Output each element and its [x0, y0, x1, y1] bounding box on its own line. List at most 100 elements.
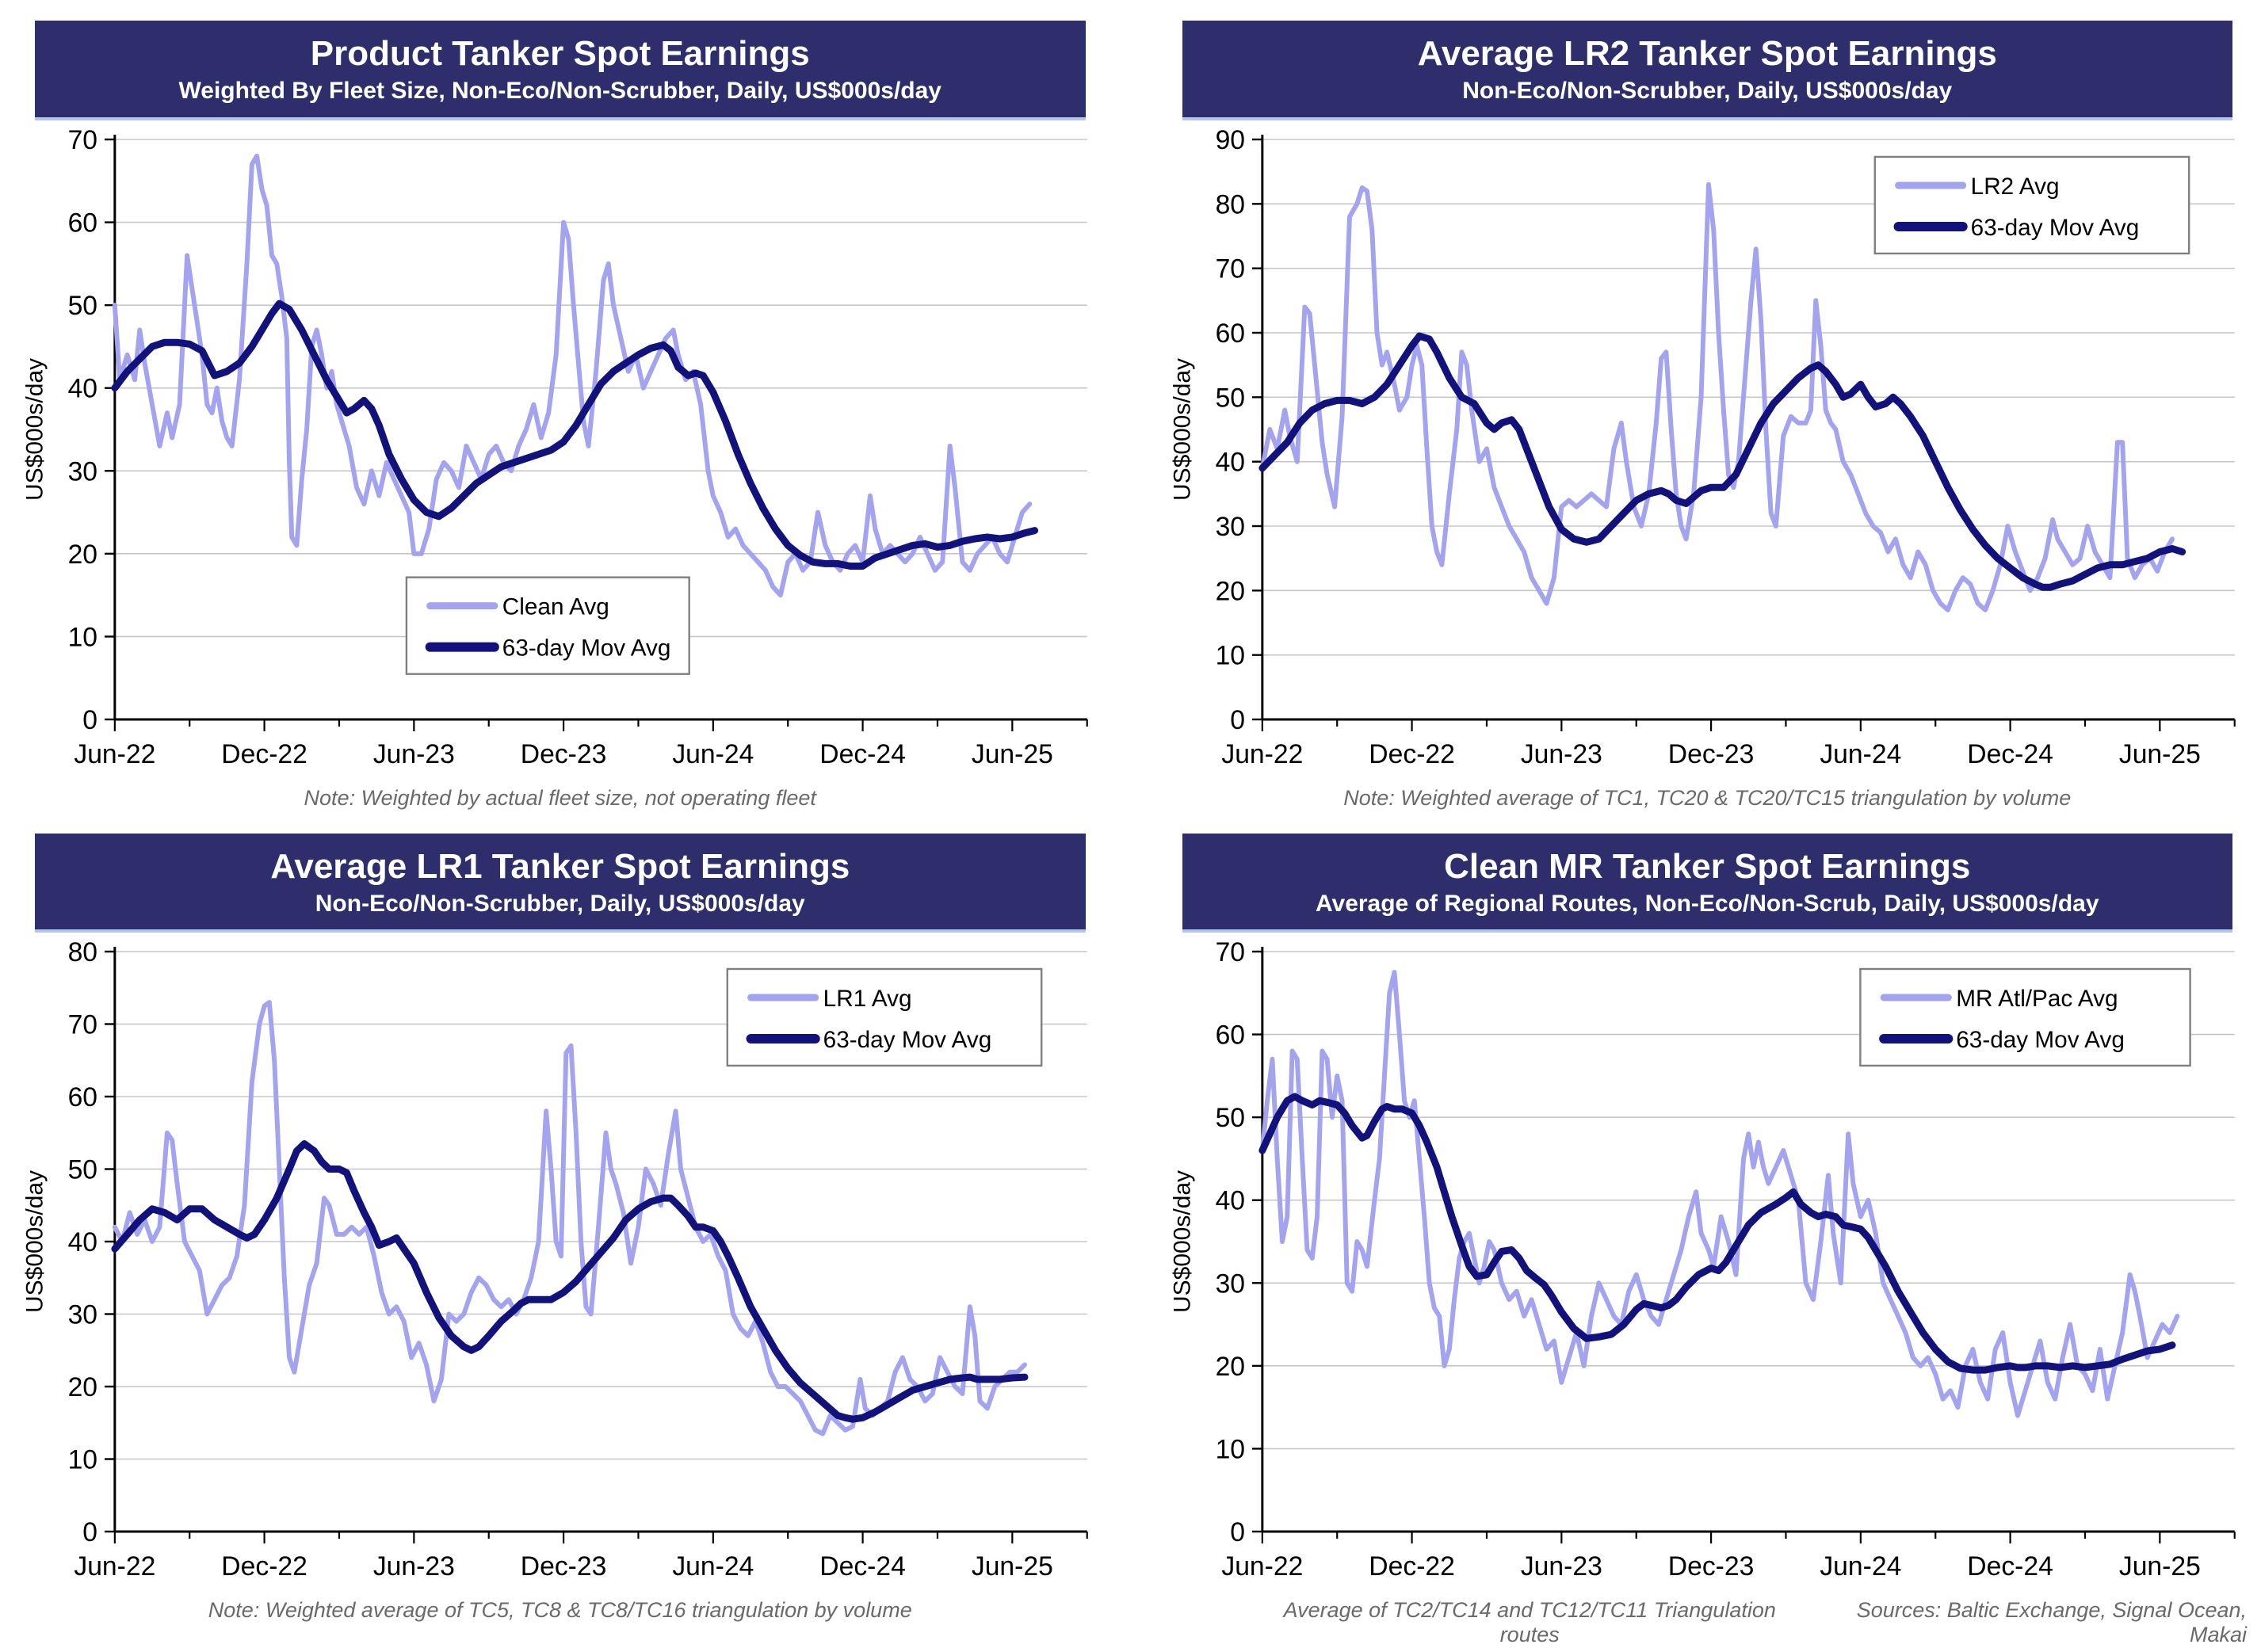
x-tick-label: Dec-23 [521, 1551, 607, 1581]
line-chart-svg: 0 10 20 30 40 50 60 70 80 90 Jun-22 Dec-22 Jun-23 Dec… [1169, 125, 2236, 769]
chart-title: Average LR2 Tanker Spot Earnings [1417, 34, 1997, 73]
lr2-title-bar: Average LR2 Tanker Spot Earnings Non-Eco… [1182, 21, 2232, 120]
chart-subtitle: Non-Eco/Non-Scrubber, Daily, US$000s/day [315, 890, 805, 917]
y-axis-title: US$000s/day [22, 357, 48, 500]
x-tick-label: Jun-24 [672, 738, 754, 769]
series-63day-mov-avg [1258, 332, 2186, 591]
chart-subtitle: Non-Eco/Non-Scrubber, Daily, US$000s/day [1462, 78, 1953, 104]
y-tick-label: 90 [1215, 125, 1244, 155]
series-lr2-avg [1259, 181, 2175, 612]
chart-subtitle: Weighted By Fleet Size, Non-Eco/Non-Scru… [178, 78, 941, 104]
x-tick-label: Jun-25 [2118, 1551, 2200, 1581]
x-tick-label: Jun-25 [2118, 738, 2200, 769]
y-tick-label: 0 [82, 704, 97, 734]
chart-note: Note: Weighted average of TC1, TC20 & TC… [1343, 785, 2072, 810]
y-tick-label: 40 [1215, 447, 1244, 477]
legend-label-63day-mov-avg: 63-day Mov Avg [502, 635, 671, 661]
y-tick-label: 60 [68, 1082, 97, 1112]
note-row: Note: Weighted average of TC5, TC8 & TC8… [14, 1598, 1106, 1633]
line-chart-svg: 0 10 20 30 40 50 60 70 Jun-22 Dec-22 Jun-23 Dec-23 J… [22, 125, 1088, 769]
y-tick-label: 30 [68, 456, 97, 486]
sources-label: Sources: Baltic Exchange, Signal Ocean, … [1856, 1598, 2247, 1646]
legend-box [1858, 967, 2191, 1067]
legend: LR1 Avg 63-day Mov Avg [726, 967, 1043, 1067]
legend: LR2 Avg 63-day Mov Avg [1873, 155, 2190, 254]
legend-label-lr2-avg: LR2 Avg [1970, 173, 2059, 199]
x-tick-label: Jun-24 [1820, 1551, 1901, 1581]
y-tick-label: 70 [68, 125, 97, 155]
chart-lr1-tanker: 0 10 20 30 40 50 60 70 80 Jun-22 Dec-22 Jun-23 Dec-2… [14, 937, 1106, 1597]
y-tick-label: 20 [68, 539, 97, 569]
panel-mr-tanker: Clean MR Tanker Spot Earnings Average of… [1162, 833, 2254, 1648]
y-tick-label: 10 [1215, 640, 1244, 670]
y-tick-label: 50 [1215, 1103, 1244, 1133]
chart-note: Note: Weighted by actual fleet size, not… [304, 785, 816, 810]
chart-product-tanker: 0 10 20 30 40 50 60 70 Jun-22 Dec-22 Jun-23 Dec-23 J… [14, 125, 1106, 784]
lr1-title-bar: Average LR1 Tanker Spot Earnings Non-Eco… [35, 833, 1086, 933]
series-63day-mov-avg [1258, 1093, 2175, 1374]
legend: MR Atl/Pac Avg 63-day Mov Avg [1858, 967, 2191, 1067]
x-tick-label: Jun-24 [672, 1551, 754, 1581]
legend-label-lr1-avg: LR1 Avg [823, 986, 912, 1012]
y-tick-label: 70 [1215, 254, 1244, 284]
y-tick-label: 80 [68, 937, 97, 967]
chart-subtitle: Average of Regional Routes, Non-Eco/Non-… [1315, 890, 2099, 917]
chart-title: Clean MR Tanker Spot Earnings [1444, 846, 1971, 886]
series-mr-atl-pac-avg [1259, 970, 2179, 1418]
x-tick-label: Dec-23 [1667, 738, 1754, 769]
x-tick-label: Dec-22 [221, 1551, 307, 1581]
y-tick-label: 20 [1215, 576, 1244, 606]
series-63day-mov-avg [111, 299, 1039, 570]
legend-box [1873, 155, 2190, 254]
chart-mr-tanker: 0 10 20 30 40 50 60 70 Jun-22 Dec-22 Jun-23 Dec-23 J… [1162, 937, 2254, 1597]
x-tick-label: Dec-23 [521, 738, 607, 769]
legend-box [405, 575, 690, 675]
y-tick-label: 40 [68, 1227, 97, 1257]
y-tick-label: 60 [1215, 1020, 1244, 1050]
y-axis-title: US$000s/day [22, 1170, 48, 1313]
x-tick-label: Jun-23 [1520, 738, 1602, 769]
panel-product-tanker: Product Tanker Spot Earnings Weighted By… [14, 21, 1106, 821]
chart-note: Average of TC2/TC14 and TC12/TC11 Triang… [1283, 1598, 1776, 1646]
legend-label-clean-avg: Clean Avg [502, 593, 609, 620]
y-tick-label: 50 [1215, 383, 1244, 413]
x-tick-label: Jun-22 [74, 738, 155, 769]
x-tick-label: Jun-22 [74, 1551, 155, 1581]
y-tick-label: 0 [82, 1517, 97, 1547]
note-row: Note: Weighted average of TC1, TC20 & TC… [1162, 786, 2254, 821]
y-tick-label: 30 [1215, 511, 1244, 541]
legend-label-63day-mov-avg: 63-day Mov Avg [1970, 214, 2139, 240]
x-tick-label: Jun-22 [1221, 738, 1303, 769]
x-tick-label: Jun-22 [1221, 1551, 1303, 1581]
x-tick-label: Jun-25 [972, 1551, 1053, 1581]
y-tick-label: 80 [1215, 189, 1244, 219]
line-chart-svg: 0 10 20 30 40 50 60 70 80 Jun-22 Dec-22 Jun-23 Dec-2… [22, 937, 1088, 1581]
legend: Clean Avg 63-day Mov Avg [405, 575, 690, 675]
x-tick-label: Dec-24 [1967, 738, 2053, 769]
x-tick-label: Dec-24 [819, 738, 906, 769]
y-tick-label: 60 [1215, 318, 1244, 348]
chart-lr2-tanker: 0 10 20 30 40 50 60 70 80 90 Jun-22 Dec-22 Jun-23 Dec… [1162, 125, 2254, 784]
chart-title: Average LR1 Tanker Spot Earnings [270, 846, 850, 886]
chart-note: Note: Weighted average of TC5, TC8 & TC8… [208, 1598, 912, 1622]
product-tanker-title-bar: Product Tanker Spot Earnings Weighted By… [35, 21, 1086, 120]
y-tick-label: 60 [68, 208, 97, 238]
y-tick-label: 50 [68, 291, 97, 321]
panel-lr1-tanker: Average LR1 Tanker Spot Earnings Non-Eco… [14, 833, 1106, 1648]
x-tick-label: Jun-23 [1520, 1551, 1602, 1581]
y-tick-label: 30 [1215, 1269, 1244, 1299]
y-tick-label: 10 [68, 1444, 97, 1475]
y-axis-title: US$000s/day [1169, 1170, 1195, 1313]
series-63day-mov-avg [111, 1140, 1029, 1423]
y-tick-label: 40 [68, 373, 97, 403]
panel-lr2-tanker: Average LR2 Tanker Spot Earnings Non-Eco… [1162, 21, 2254, 821]
x-tick-label: Jun-24 [1820, 738, 1901, 769]
x-tick-label: Dec-23 [1667, 1551, 1754, 1581]
mr-title-bar: Clean MR Tanker Spot Earnings Average of… [1182, 833, 2232, 933]
x-tick-label: Dec-22 [1369, 1551, 1455, 1581]
series-lr1-avg [112, 1000, 1028, 1436]
y-tick-label: 0 [1230, 1517, 1245, 1547]
y-tick-label: 70 [68, 1009, 97, 1040]
y-tick-label: 40 [1215, 1186, 1244, 1216]
